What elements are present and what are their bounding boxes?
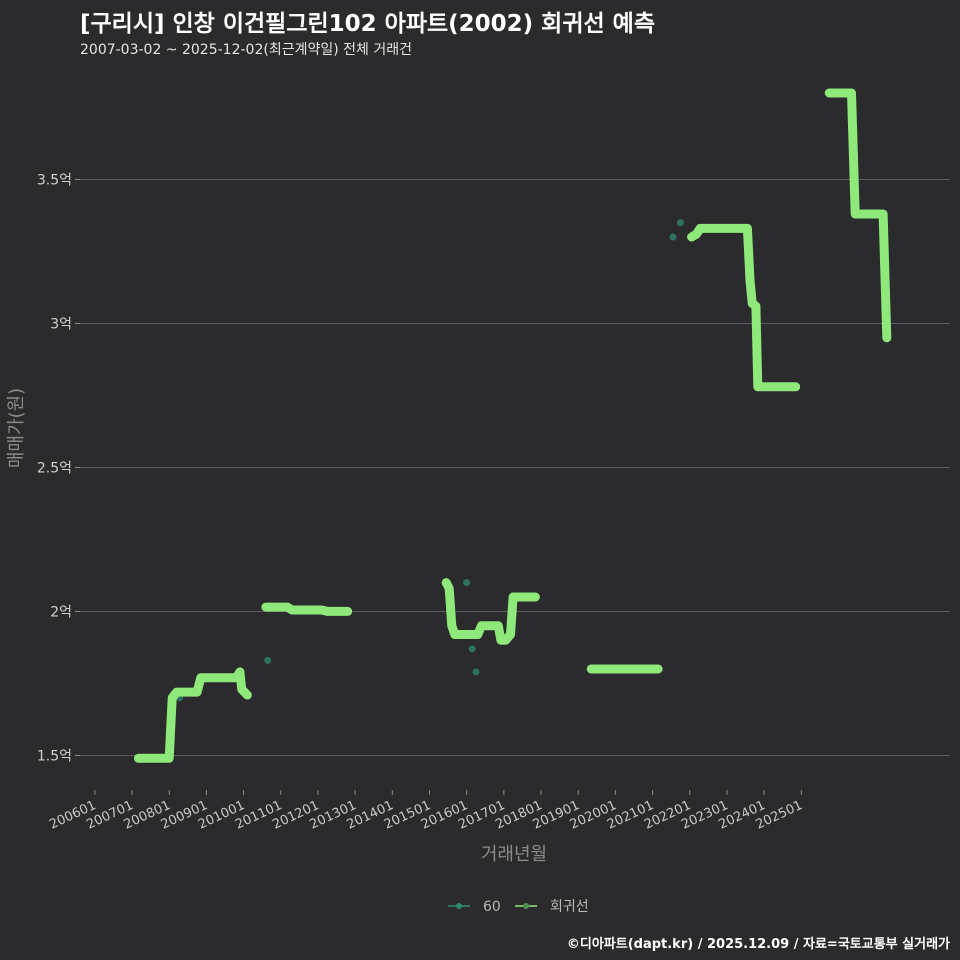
y-tick-label: 2억 bbox=[50, 604, 72, 620]
y-tick-label: 1.5억 bbox=[37, 748, 72, 764]
x-axis-ticks: 2006012007012008012009012010012011012012… bbox=[47, 790, 805, 833]
chart-title: [구리시] 인창 이건필그린102 아파트(2002) 회귀선 예측 bbox=[80, 11, 655, 37]
legend: 60 회귀선 bbox=[448, 899, 589, 915]
data-point bbox=[463, 579, 471, 587]
data-point bbox=[669, 233, 677, 241]
legend-swatch-regression-dot bbox=[523, 903, 529, 909]
regression-line-segment bbox=[687, 223, 801, 392]
regression-lines bbox=[133, 88, 892, 763]
chart-subtitle: 2007-03-02 ~ 2025-12-02(최근계약일) 전체 거래건 bbox=[80, 42, 412, 58]
data-point bbox=[468, 645, 476, 653]
y-tick-label: 3억 bbox=[50, 316, 72, 332]
source-caption: ©디아파트(dapt.kr) / 2025.12.09 / 자료=국토교통부 실… bbox=[566, 937, 950, 952]
data-point bbox=[676, 219, 684, 227]
y-tick-label: 3.5억 bbox=[37, 172, 72, 188]
legend-item-regression: 회귀선 bbox=[515, 899, 589, 915]
y-tick-label: 2.5억 bbox=[37, 460, 72, 476]
regression-line-segment bbox=[824, 88, 892, 343]
legend-item-60: 60 bbox=[448, 899, 501, 915]
data-point bbox=[264, 656, 272, 664]
legend-label-60: 60 bbox=[483, 899, 501, 915]
y-axis-ticks: 1.5억 2억 2.5억 3억 3.5억 bbox=[37, 172, 80, 764]
regression-line-segment bbox=[133, 667, 252, 763]
y-axis-title: 매매가(원) bbox=[6, 388, 27, 468]
x-axis-title: 거래년월 bbox=[481, 844, 547, 865]
regression-line-segment bbox=[441, 578, 540, 645]
legend-swatch-60-dot bbox=[456, 903, 462, 909]
legend-label-regression: 회귀선 bbox=[550, 899, 589, 915]
data-point bbox=[472, 668, 480, 676]
regression-line-segment bbox=[261, 602, 353, 616]
grid-lines bbox=[80, 178, 950, 756]
